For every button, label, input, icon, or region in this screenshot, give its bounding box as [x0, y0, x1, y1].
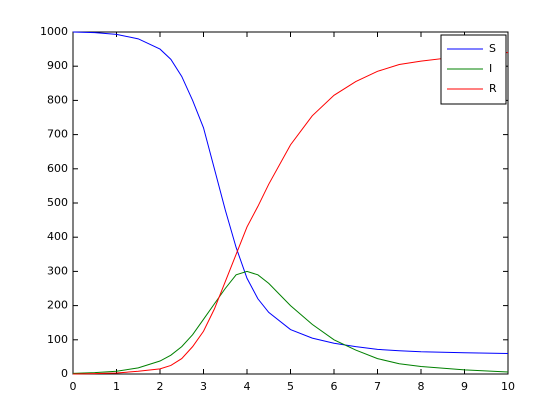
y-tick-label: 200: [47, 299, 68, 312]
legend-label: I: [489, 62, 492, 75]
x-tick-label: 0: [70, 380, 77, 393]
legend-label: R: [489, 82, 497, 95]
y-tick-label: 600: [47, 162, 68, 175]
x-tick-label: 2: [157, 380, 164, 393]
y-tick-label: 700: [47, 128, 68, 141]
x-tick-label: 4: [244, 380, 251, 393]
x-tick-label: 8: [418, 380, 425, 393]
line: [72, 31, 509, 354]
y-tick-label: 500: [47, 196, 68, 209]
line: [72, 52, 509, 375]
line: [72, 270, 509, 374]
y-tick-label: 0: [61, 367, 68, 380]
y-tick-label: 400: [47, 230, 68, 243]
y-tick-label: 1000: [40, 25, 68, 38]
x-tick-label: 1: [113, 380, 120, 393]
x-tick-label: 6: [331, 380, 338, 393]
x-tick-label: 9: [461, 380, 468, 393]
y-tick-label: 100: [47, 333, 68, 346]
x-tick-label: 10: [501, 380, 515, 393]
x-tick-label: 3: [200, 380, 207, 393]
x-tick-label: 5: [287, 380, 294, 393]
y-tick-label: 900: [47, 59, 68, 72]
y-tick-label: 300: [47, 264, 68, 277]
plot-area: [72, 31, 509, 375]
x-tick-label: 7: [374, 380, 381, 393]
y-tick-label: 800: [47, 93, 68, 106]
legend-label: S: [489, 42, 496, 55]
